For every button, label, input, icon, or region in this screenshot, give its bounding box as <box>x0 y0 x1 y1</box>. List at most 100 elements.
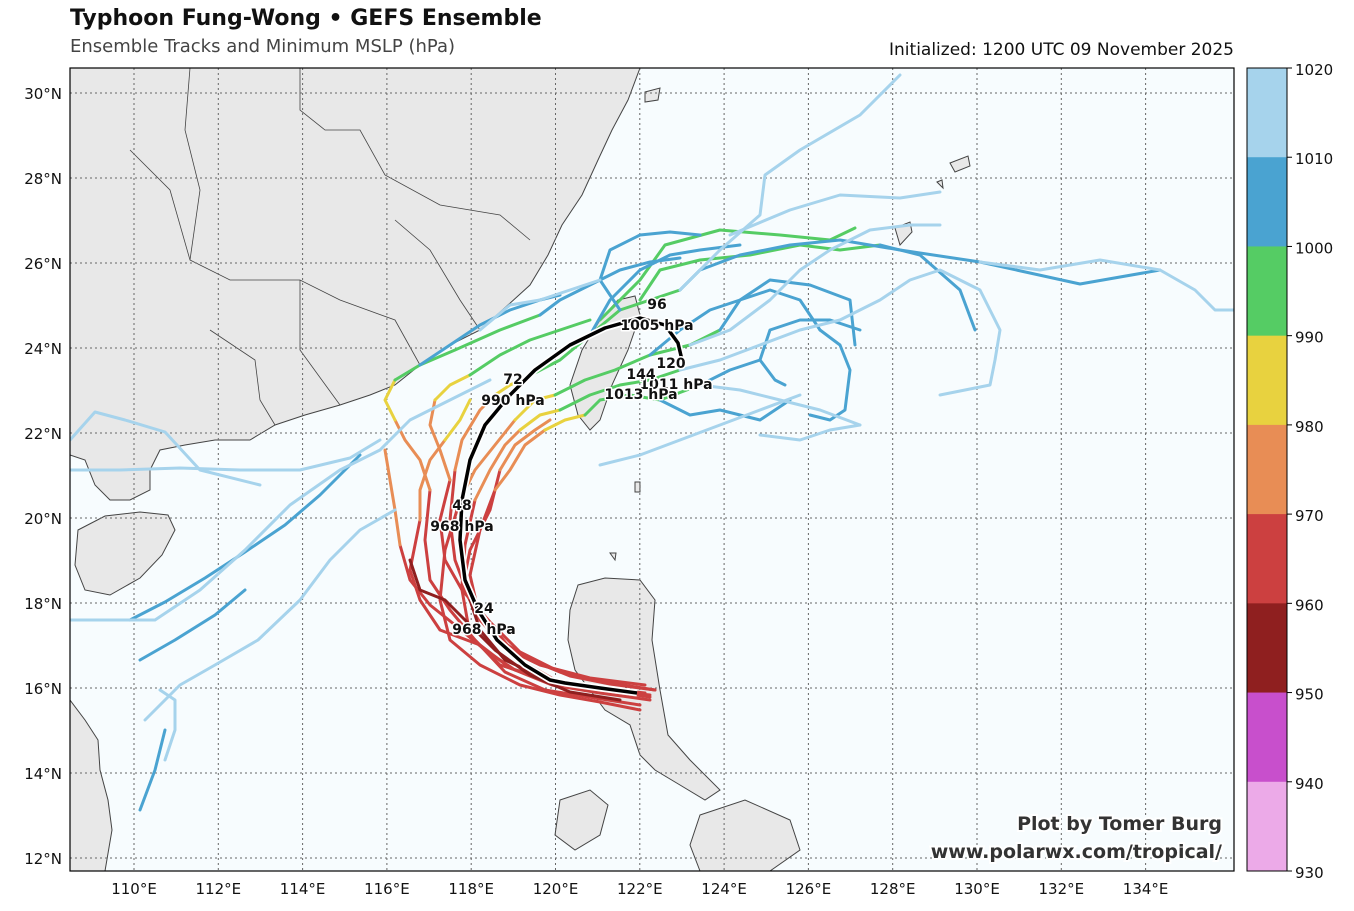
ensemble-track-segment <box>468 318 592 377</box>
ensemble-track-segment <box>70 410 262 487</box>
colorbar-segment <box>1247 68 1287 158</box>
lat-tick-label: 22°N <box>24 425 62 443</box>
lat-tick-label: 12°N <box>24 850 62 868</box>
ensemble-track-segment <box>678 238 1162 292</box>
colorbar-tick-label: 970 <box>1295 507 1324 525</box>
lon-tick-label: 116°E <box>364 880 410 898</box>
lat-tick-label: 14°N <box>24 765 62 783</box>
ensemble-track-segment <box>878 243 977 332</box>
ensemble-track-segment <box>138 588 247 662</box>
ensemble-track-segment <box>443 398 472 442</box>
lon-tick-label: 128°E <box>870 880 916 898</box>
ensemble-track-segment <box>758 318 862 362</box>
fhour-144-pressure: 1013 hPa <box>604 387 677 403</box>
colorbar-segment <box>1247 692 1287 783</box>
ensemble-track-segment <box>498 418 552 472</box>
ensemble-track-segment <box>523 288 682 380</box>
lat-tick-label: 16°N <box>24 680 62 698</box>
lon-tick-label: 110°E <box>111 880 157 898</box>
ensemble-track-segment <box>438 498 642 712</box>
vietnam-coast <box>70 699 113 871</box>
colorbar-tick-label: 950 <box>1295 686 1324 704</box>
lat-tick-label: 30°N <box>24 85 62 103</box>
ensemble-track-segment <box>138 728 167 812</box>
batanes-islet <box>609 552 617 562</box>
ensemble-track-segment <box>428 398 452 482</box>
ensemble-track-segment <box>678 73 902 292</box>
lon-tick-label: 132°E <box>1038 880 1084 898</box>
ensemble-track-segment <box>518 408 562 432</box>
colorbar-tick-label: 990 <box>1295 329 1324 347</box>
hainan-island <box>74 511 176 596</box>
lon-tick-label: 122°E <box>617 880 663 898</box>
colorbar-tick-label: 940 <box>1295 775 1324 793</box>
lat-tick-label: 18°N <box>24 595 62 613</box>
ensemble-track-segment <box>978 258 1234 312</box>
ensemble-track-segment <box>583 383 702 417</box>
fhour-96-pressure: 1005 hPa <box>620 318 693 334</box>
colorbar-tick-label: 1020 <box>1295 61 1333 79</box>
ensemble-track-segment <box>718 278 857 347</box>
ensemble-track-segment <box>513 393 557 422</box>
ensemble-track-segment <box>538 256 682 317</box>
lat-tick-label: 28°N <box>24 170 62 188</box>
pressure-colorbar: 1020 1010 1000 990 980 970 960 950 940 930 <box>1246 61 1333 882</box>
credit-url: www.polarwx.com/tropical/ <box>931 841 1222 863</box>
fhour-120-label: 120 <box>656 356 685 372</box>
fhour-144-label: 144 <box>626 367 655 383</box>
lon-tick-label: 120°E <box>533 880 579 898</box>
colorbar-tick-label: 930 <box>1295 864 1324 882</box>
ensemble-track-segment <box>728 190 942 237</box>
fhour-72-label: 72 <box>503 372 522 388</box>
lat-tick-label: 26°N <box>24 255 62 273</box>
ensemble-track-segment <box>808 328 852 422</box>
chart-subtitle: Ensemble Tracks and Minimum MSLP (hPa) <box>70 36 456 57</box>
colorbar-segment <box>1247 603 1287 694</box>
ensemble-track-segment <box>408 558 622 702</box>
province-borders <box>129 68 531 426</box>
lon-tick-label: 112°E <box>195 880 241 898</box>
fhour-120-pressure: 1011 hPa <box>639 377 712 393</box>
fhour-72-pressure: 990 hPa <box>481 393 544 409</box>
fhour-48-pressure: 968 hPa <box>430 519 493 535</box>
lat-tick-label: 20°N <box>24 510 62 528</box>
ensemble-track-segment <box>433 373 472 402</box>
ensemble-track-segment <box>638 243 882 302</box>
mindoro-island <box>554 789 609 851</box>
ensemble-track-segment <box>678 268 1002 397</box>
ensemble-track-segment <box>688 223 942 347</box>
longitude-labels: 110°E 112°E 114°E 116°E 118°E 120°E 122°E 124°E… <box>111 880 1168 898</box>
ensemble-track-segment <box>558 368 682 412</box>
ensemble-track-segment <box>70 448 382 622</box>
ensemble-track-segment <box>758 423 862 442</box>
lon-tick-label: 126°E <box>786 880 832 898</box>
zhoushan-islet <box>644 87 661 103</box>
colorbar-segment <box>1247 424 1287 515</box>
ensemble-track-segment <box>378 378 492 452</box>
ensemble-track-segment <box>598 393 802 467</box>
fhour-24-pressure: 968 hPa <box>452 622 515 638</box>
colorbar-tick-label: 1000 <box>1295 239 1333 257</box>
colorbar-frame <box>1246 67 1288 872</box>
ensemble-track-segment <box>648 288 822 357</box>
chart-title: Typhoon Fung-Wong • GEFS Ensemble <box>70 6 542 31</box>
fhour-48-label: 48 <box>452 498 471 514</box>
latitude-labels: 30°N 28°N 26°N 24°N 22°N 20°N 18°N 16°N 14°N 12°N <box>24 85 62 868</box>
ensemble-track-segment <box>473 428 522 502</box>
ryukyu-islet <box>949 155 971 173</box>
lat-tick-label: 24°N <box>24 340 62 358</box>
mainland-asia <box>70 68 641 501</box>
ensemble-track-segment <box>598 230 702 312</box>
fhour-24-label: 24 <box>474 601 494 617</box>
colorbar-segment <box>1247 335 1287 426</box>
ensemble-track-segment <box>698 383 862 427</box>
ensemble-track-segment <box>393 313 542 382</box>
ensemble-track-segment <box>658 398 792 422</box>
ensemble-track-segment <box>383 378 397 422</box>
colorbar-tick-label: 980 <box>1295 418 1324 436</box>
colorbar-tick-label: 1010 <box>1295 150 1333 168</box>
visayas-islands <box>689 799 801 871</box>
ensemble-track-segment <box>70 438 382 472</box>
lon-tick-label: 114°E <box>280 880 326 898</box>
